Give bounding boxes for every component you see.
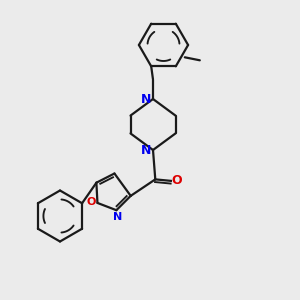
- Text: O: O: [171, 174, 181, 188]
- Text: O: O: [86, 197, 95, 207]
- Text: N: N: [112, 212, 122, 222]
- Text: N: N: [141, 92, 152, 106]
- Text: N: N: [141, 143, 152, 157]
